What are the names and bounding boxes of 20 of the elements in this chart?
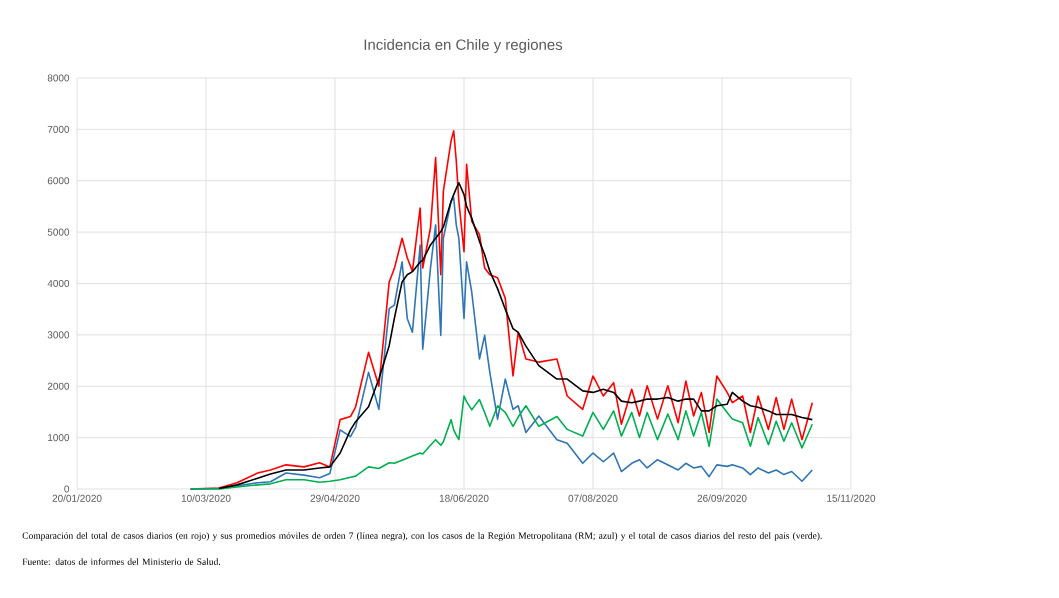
- source-note: Fuente: datos de informes del Ministerio de Salud.: [22, 558, 221, 565]
- chart-title: Incidencia en Chile y regiones: [364, 39, 563, 53]
- y-tick-label: 3000: [47, 331, 70, 339]
- y-tick-label: 4000: [47, 279, 70, 288]
- x-tick-label: 29/04/2020: [310, 494, 360, 502]
- x-tick-label: 10/03/2020: [181, 494, 231, 502]
- y-tick-label: 8000: [47, 74, 70, 82]
- y-tick-label: 5000: [47, 228, 70, 236]
- y-tick-label: 2000: [47, 382, 70, 390]
- y-tick-label: 0: [64, 485, 70, 493]
- x-tick-label: 15/11/2020: [827, 494, 876, 502]
- x-tick-label: 18/06/2020: [439, 494, 489, 502]
- line-series: [189, 130, 814, 490]
- y-tick-label: 6000: [47, 177, 70, 185]
- x-tick-label: 20/01/2020: [52, 494, 102, 502]
- y-tick-label: 7000: [47, 125, 70, 133]
- x-tick-label: 26/09/2020: [697, 494, 747, 502]
- y-tick-label: 1000: [48, 434, 70, 442]
- text: Comparación del total de casos diarios (en rojo) y sus promedios móviles de orden 7 (línea negra), con los casos de la Región Metropolitana (RM; azul) y el total de casos diarios del resto del país (verde).: [22, 532, 822, 541]
- x-tick-label: 07/08/2020: [568, 494, 618, 502]
